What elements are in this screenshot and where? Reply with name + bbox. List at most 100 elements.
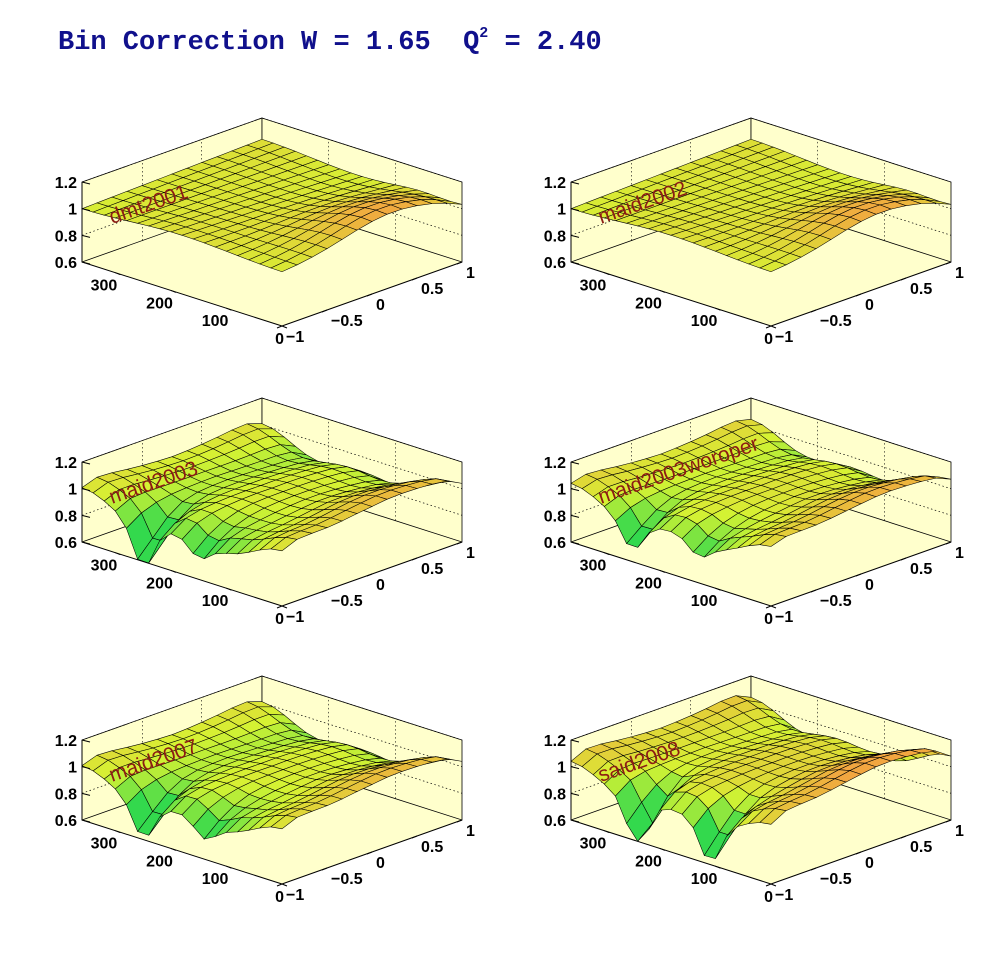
x-tick-label: 300	[580, 278, 607, 295]
z-tick-label: 0.6	[55, 255, 77, 272]
y-tick-label: 0.5	[910, 281, 932, 298]
y-tick	[456, 261, 463, 265]
y-tick	[456, 541, 463, 545]
y-tick	[810, 309, 817, 313]
y-tick	[321, 309, 328, 313]
z-tick	[81, 766, 91, 770]
z-tick	[81, 792, 91, 796]
y-tick	[276, 325, 283, 329]
y-tick-label: −1	[286, 887, 304, 904]
y-tick	[366, 573, 373, 577]
x-tick	[281, 605, 288, 609]
z-tick-label: 1	[557, 202, 566, 219]
x-tick-label: 0	[764, 611, 773, 628]
z-tick	[81, 819, 91, 823]
y-tick	[765, 883, 772, 887]
y-tick-label: 1	[466, 823, 475, 840]
y-tick-label: −1	[286, 329, 304, 346]
x-tick-label: 100	[202, 313, 229, 330]
z-tick	[570, 792, 580, 796]
z-tick-label: 0.6	[55, 813, 77, 830]
y-tick	[321, 867, 328, 871]
z-tick	[81, 208, 91, 212]
title-suffix: = 2.40	[488, 28, 602, 58]
y-tick	[810, 867, 817, 871]
y-tick-label: −0.5	[820, 593, 852, 610]
z-tick-label: 0.6	[544, 535, 566, 552]
x-tick-label: 300	[91, 558, 118, 575]
x-tick-label: 100	[202, 871, 229, 888]
y-tick	[411, 835, 418, 839]
title-prefix: Bin Correction W = 1.65 Q	[58, 28, 480, 58]
y-tick	[411, 277, 418, 281]
surface-cell	[759, 808, 787, 825]
z-tick-label: 0.8	[544, 508, 566, 525]
z-tick-label: 0.6	[544, 813, 566, 830]
z-tick-label: 0.8	[55, 508, 77, 525]
figure-title: Bin Correction W = 1.65 Q2 = 2.40	[58, 26, 602, 58]
x-tick	[115, 830, 121, 834]
z-tick-label: 0.8	[544, 228, 566, 245]
y-tick-label: 0	[376, 577, 385, 594]
x-tick-label: 200	[146, 575, 173, 592]
x-tick-label: 200	[146, 295, 173, 312]
x-tick	[659, 569, 666, 573]
z-tick	[570, 181, 580, 185]
y-tick	[366, 293, 373, 297]
x-tick	[770, 325, 777, 329]
z-tick	[570, 261, 580, 265]
y-tick-label: −0.5	[331, 313, 363, 330]
z-tick	[570, 766, 580, 770]
x-tick-label: 300	[91, 278, 118, 295]
x-tick	[115, 272, 121, 276]
x-tick	[226, 587, 232, 591]
y-tick	[900, 835, 907, 839]
x-tick-label: 300	[580, 836, 607, 853]
x-tick	[115, 552, 121, 556]
z-tick-label: 1.2	[544, 733, 566, 750]
y-tick-label: −0.5	[820, 871, 852, 888]
y-tick-label: 0	[865, 297, 874, 314]
y-tick-label: 0.5	[421, 839, 443, 856]
y-tick-label: 0.5	[421, 281, 443, 298]
y-tick-label: 0	[865, 855, 874, 872]
x-tick	[604, 830, 610, 834]
z-tick	[570, 488, 580, 492]
y-tick	[900, 557, 907, 561]
surface-cell	[759, 260, 787, 272]
z-tick	[570, 234, 580, 238]
z-tick-label: 0.8	[55, 786, 77, 803]
z-tick-label: 1.2	[55, 175, 77, 192]
y-tick	[456, 819, 463, 823]
x-tick	[170, 847, 177, 851]
y-tick-label: 1	[955, 265, 964, 282]
z-tick-label: 1	[68, 482, 77, 499]
x-tick-label: 0	[764, 889, 773, 906]
y-tick	[900, 277, 907, 281]
z-tick	[81, 234, 91, 238]
x-tick	[281, 883, 288, 887]
y-tick	[366, 851, 373, 855]
z-tick	[570, 819, 580, 823]
y-tick	[321, 589, 328, 593]
y-tick	[810, 589, 817, 593]
x-tick-label: 200	[635, 295, 662, 312]
y-tick-label: 1	[466, 265, 475, 282]
z-tick	[570, 461, 580, 465]
z-tick	[81, 181, 91, 185]
y-tick-label: 0.5	[910, 839, 932, 856]
z-tick-label: 0.8	[55, 228, 77, 245]
z-tick-label: 0.8	[544, 786, 566, 803]
x-tick	[281, 325, 288, 329]
z-tick	[81, 261, 91, 265]
x-tick-label: 0	[764, 331, 773, 348]
z-tick	[570, 541, 580, 545]
y-tick-label: 0.5	[421, 561, 443, 578]
x-tick	[170, 289, 177, 293]
